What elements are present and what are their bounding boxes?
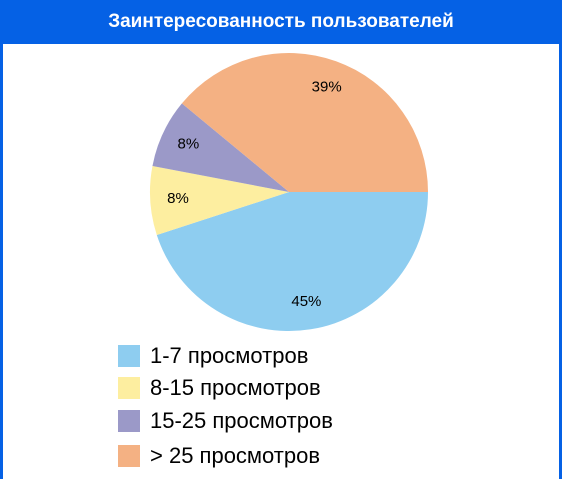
data-label: 8% bbox=[178, 136, 200, 153]
data-label: 45% bbox=[291, 293, 321, 310]
legend-swatch bbox=[118, 345, 140, 367]
legend-label: 8-15 просмотров bbox=[150, 375, 321, 400]
legend-swatch bbox=[118, 410, 140, 432]
data-label: 39% bbox=[312, 78, 342, 95]
legend-swatch bbox=[118, 377, 140, 399]
pie-slice bbox=[150, 165, 289, 235]
pie-slice bbox=[156, 192, 428, 332]
pie-slice bbox=[181, 53, 428, 193]
data-label: 8% bbox=[167, 190, 189, 207]
legend-swatch bbox=[118, 445, 140, 467]
legend-label: > 25 просмотров bbox=[150, 443, 320, 468]
chart-title: Заинтересованность пользователей bbox=[108, 11, 454, 32]
legend-label: 15-25 просмотров bbox=[150, 408, 333, 433]
legend-label: 1-7 просмотров bbox=[150, 343, 308, 368]
title-bar bbox=[0, 0, 562, 44]
pie-slice bbox=[152, 103, 289, 192]
